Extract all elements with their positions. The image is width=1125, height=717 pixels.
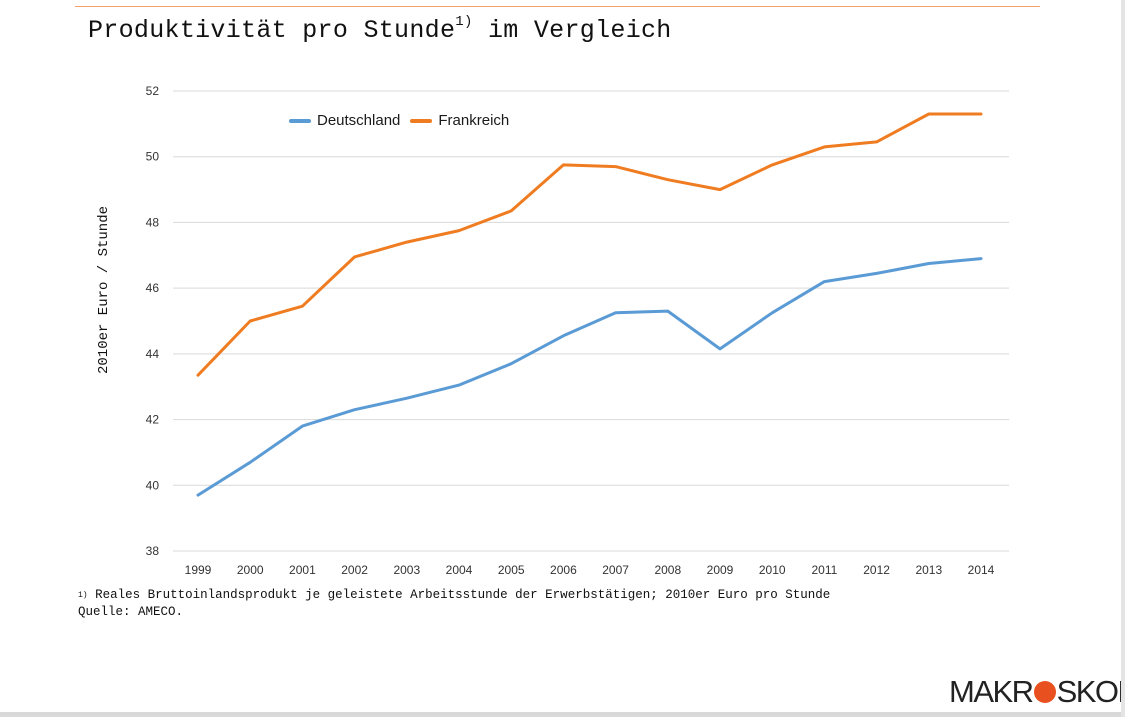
data-point-deutschland-2013 xyxy=(927,262,930,265)
y-tick-label-48: 48 xyxy=(146,215,160,229)
data-point-frankreich-2000 xyxy=(249,320,252,323)
data-point-frankreich-2007 xyxy=(614,165,617,168)
data-point-deutschland-2010 xyxy=(771,311,774,314)
x-tick-label-2012: 2012 xyxy=(863,563,890,577)
data-point-frankreich-2014 xyxy=(980,113,983,116)
data-point-deutschland-2002 xyxy=(353,408,356,411)
x-tick-label-2010: 2010 xyxy=(759,563,786,577)
data-point-frankreich-2001 xyxy=(301,305,304,308)
data-point-deutschland-2014 xyxy=(980,257,983,260)
data-point-deutschland-2009 xyxy=(719,348,722,351)
series-line-frankreich xyxy=(196,112,983,377)
data-point-frankreich-2012 xyxy=(875,141,878,144)
data-point-frankreich-2002 xyxy=(353,256,356,259)
data-point-frankreich-2008 xyxy=(666,178,669,181)
x-tick-label-2000: 2000 xyxy=(237,563,264,577)
y-tick-label-50: 50 xyxy=(146,150,160,164)
bottom-border xyxy=(0,712,1125,717)
legend-swatch-frankreich xyxy=(410,118,433,123)
x-tick-label-1999: 1999 xyxy=(185,563,212,577)
x-tick-label-2014: 2014 xyxy=(968,563,995,577)
y-axis-label: 2010er Euro / Stunde xyxy=(96,205,112,375)
x-tick-label-2004: 2004 xyxy=(446,563,473,577)
data-point-deutschland-1999 xyxy=(197,494,200,497)
data-point-deutschland-2004 xyxy=(458,384,461,387)
data-point-frankreich-2004 xyxy=(458,229,461,232)
y-tick-label-40: 40 xyxy=(146,478,160,492)
y-tick-label-44: 44 xyxy=(146,347,160,361)
legend-swatch-deutschland xyxy=(289,118,311,123)
title-main: Produktivität pro Stunde xyxy=(88,16,456,45)
x-tick-label-2008: 2008 xyxy=(654,563,681,577)
title-footnote-mark: 1) xyxy=(455,14,473,30)
footnote-source: Quelle: AMECO. xyxy=(78,605,184,619)
page-title: Produktivität pro Stunde1) im Vergleich xyxy=(88,14,672,45)
x-tick-label-2011: 2011 xyxy=(811,563,837,577)
data-point-deutschland-2008 xyxy=(666,310,669,313)
data-point-deutschland-2003 xyxy=(405,397,408,400)
footnote-text: Reales Bruttoinlandsprodukt je geleistet… xyxy=(87,588,831,602)
makroskop-logo: MAKR SKOP xyxy=(949,674,1125,710)
title-tail: im Vergleich xyxy=(472,16,672,45)
x-tick-label-2007: 2007 xyxy=(602,563,629,577)
x-tick-label-2013: 2013 xyxy=(915,563,942,577)
x-tick-label-2002: 2002 xyxy=(341,563,368,577)
footnote: 1) Reales Bruttoinlandsprodukt je geleis… xyxy=(78,587,830,621)
y-tick-label-46: 46 xyxy=(146,281,160,295)
legend-label-frankreich: Frankreich xyxy=(438,112,510,129)
right-border xyxy=(1121,0,1125,717)
x-tick-label-2001: 2001 xyxy=(289,563,316,577)
data-point-deutschland-2005 xyxy=(510,362,513,365)
legend-label-deutschland: Deutschland xyxy=(317,112,401,129)
logo-dot-icon xyxy=(1033,681,1056,703)
footnote-definition: 1) Reales Bruttoinlandsprodukt je geleis… xyxy=(78,587,830,604)
data-point-frankreich-2010 xyxy=(771,164,774,167)
data-point-frankreich-2013 xyxy=(927,113,930,116)
legend-item-frankreich: Frankreich xyxy=(410,112,509,129)
top-rule xyxy=(75,6,1040,7)
data-point-deutschland-2012 xyxy=(875,272,878,275)
x-tick-label-2003: 2003 xyxy=(393,563,420,577)
x-tick-label-2005: 2005 xyxy=(498,563,525,577)
data-point-frankreich-1999 xyxy=(197,374,200,377)
data-point-frankreich-2005 xyxy=(510,210,513,213)
footnote-mark: 1) xyxy=(78,591,88,600)
logo-text-left: MAKR xyxy=(949,674,1034,709)
data-point-frankreich-2006 xyxy=(562,164,565,167)
data-point-deutschland-2011 xyxy=(823,280,826,283)
data-point-deutschland-2001 xyxy=(301,425,304,428)
series-line-deutschland xyxy=(196,257,983,497)
data-point-frankreich-2009 xyxy=(719,188,722,191)
data-point-frankreich-2003 xyxy=(405,241,408,244)
x-tick-label-2009: 2009 xyxy=(707,563,734,577)
chart-legend: Deutschland Frankreich xyxy=(289,112,519,129)
y-tick-label-38: 38 xyxy=(146,544,160,558)
x-tick-label-2006: 2006 xyxy=(550,563,577,577)
data-point-deutschland-2007 xyxy=(614,311,617,314)
data-point-deutschland-2006 xyxy=(562,334,565,337)
logo-text-right: SKOP xyxy=(1056,674,1125,709)
y-tick-label-42: 42 xyxy=(146,413,160,427)
y-tick-label-52: 52 xyxy=(146,84,160,98)
legend-item-deutschland: Deutschland xyxy=(289,112,400,129)
data-point-deutschland-2000 xyxy=(249,461,252,464)
data-point-frankreich-2011 xyxy=(823,145,826,148)
